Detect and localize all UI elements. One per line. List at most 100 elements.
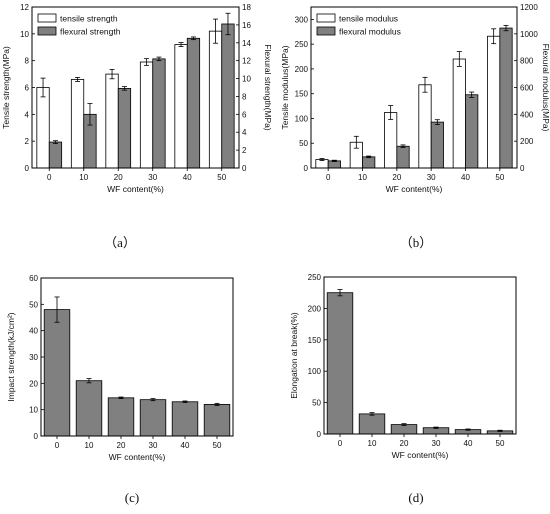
ytick-right-label-a-10: 10 xyxy=(242,75,251,84)
ytick-label-d-250: 250 xyxy=(308,273,322,282)
xtick-label-d-40: 40 xyxy=(464,439,473,448)
ytick-label-b-50: 50 xyxy=(299,139,308,148)
ylabel-a: Tensile strength(MPa) xyxy=(1,46,11,129)
ytick-label-b-200: 200 xyxy=(295,65,309,74)
xlabel-c: WF content(%) xyxy=(109,452,166,462)
xlabel-d: WF content(%) xyxy=(392,450,449,460)
ytick-right-label-a-18: 18 xyxy=(242,3,251,12)
bar-b-s0-40 xyxy=(452,58,466,169)
ytick-label-c-60: 60 xyxy=(29,274,38,283)
ytick-right-label-a-16: 16 xyxy=(242,21,251,30)
ytick-label-a-8: 8 xyxy=(25,57,30,66)
xtick-label-a-30: 30 xyxy=(148,173,157,182)
bar-a-s0-10 xyxy=(70,79,85,169)
xtick-label-b-40: 40 xyxy=(461,173,470,182)
ytick-label-d-150: 150 xyxy=(308,336,322,345)
plot-frame-d xyxy=(323,276,517,435)
panel-label-b: （b） xyxy=(400,235,433,250)
ytick-label-c-40: 40 xyxy=(29,327,38,336)
bar-b-s1-50 xyxy=(499,27,513,169)
xtick-label-b-50: 50 xyxy=(495,173,504,182)
bar-d-s0-10 xyxy=(358,413,386,435)
ytick-label-c-50: 50 xyxy=(29,300,38,309)
bar-a-s0-0 xyxy=(36,87,50,169)
bar-b-s1-10 xyxy=(362,156,376,169)
xlabel-b: WF content(%) xyxy=(386,184,443,194)
xtick-label-d-10: 10 xyxy=(368,439,377,448)
ylabel-right-b: Flexural modulus(MPa) xyxy=(541,44,550,132)
bar-b-s0-50 xyxy=(487,35,501,169)
ytick-label-c-10: 10 xyxy=(29,406,38,415)
xtick-label-c-40: 40 xyxy=(181,441,190,450)
ytick-right-label-a-2: 2 xyxy=(242,146,247,155)
ytick-right-label-b-800: 800 xyxy=(520,57,534,66)
ytick-label-a-6: 6 xyxy=(25,84,30,93)
bar-a-s0-50 xyxy=(208,30,223,169)
bar-a-s1-0 xyxy=(48,141,63,169)
xtick-label-d-20: 20 xyxy=(400,439,409,448)
xtick-label-a-50: 50 xyxy=(217,173,226,182)
legend-swatch-b-1 xyxy=(316,26,336,36)
bar-b-s1-40 xyxy=(465,94,479,169)
legend-swatch-a-0 xyxy=(37,13,57,23)
ytick-right-label-a-4: 4 xyxy=(242,128,247,137)
ytick-label-c-20: 20 xyxy=(29,379,38,388)
ylabel-c: Impact strength(kJ/cm²) xyxy=(6,312,16,401)
xtick-label-a-10: 10 xyxy=(79,173,88,182)
bar-a-s0-20 xyxy=(105,73,119,169)
xtick-label-c-30: 30 xyxy=(149,441,158,450)
bar-b-s0-30 xyxy=(418,84,432,169)
panel-label-a: （a） xyxy=(104,235,136,250)
bar-a-s1-50 xyxy=(221,23,235,169)
legend-label-a-1: flexural strength xyxy=(60,27,121,37)
bar-b-s1-20 xyxy=(396,145,410,169)
legend-label-b-0: tensile modulus xyxy=(339,14,398,24)
bar-c-s0-20 xyxy=(107,397,135,437)
legend-swatch-b-0 xyxy=(316,13,336,23)
ytick-label-b-250: 250 xyxy=(295,40,309,49)
ylabel-b: Tensile modulus(MPa) xyxy=(280,45,290,129)
ytick-right-label-b-1000: 1000 xyxy=(520,30,538,39)
legend-swatch-a-1 xyxy=(37,26,57,36)
ytick-right-label-b-1200: 1200 xyxy=(520,3,538,12)
bar-d-s0-0 xyxy=(326,292,354,435)
bar-a-s1-20 xyxy=(117,87,132,169)
xtick-label-d-50: 50 xyxy=(496,439,505,448)
ytick-label-b-0: 0 xyxy=(304,164,309,173)
ytick-right-label-a-14: 14 xyxy=(242,39,251,48)
ytick-label-c-30: 30 xyxy=(29,353,38,362)
xtick-label-b-30: 30 xyxy=(427,173,436,182)
ytick-label-c-0: 0 xyxy=(34,432,39,441)
ytick-label-d-200: 200 xyxy=(308,304,322,313)
xtick-label-d-30: 30 xyxy=(432,439,441,448)
bar-b-s1-30 xyxy=(430,121,444,169)
panel-label-c: (c) xyxy=(125,490,139,505)
ytick-label-d-50: 50 xyxy=(312,399,321,408)
ytick-label-b-300: 300 xyxy=(295,15,309,24)
bar-b-s0-20 xyxy=(384,112,398,169)
xtick-label-b-0: 0 xyxy=(326,173,331,182)
bar-a-s0-30 xyxy=(139,61,154,169)
xtick-label-d-0: 0 xyxy=(338,439,343,448)
xtick-label-a-40: 40 xyxy=(183,173,192,182)
ylabel-right-a: Flexural strength(MPa) xyxy=(263,44,273,131)
ylabel-d: Elongation at break(%) xyxy=(289,312,299,399)
xlabel-a: WF content(%) xyxy=(107,184,164,194)
xtick-label-c-20: 20 xyxy=(117,441,126,450)
xtick-label-c-10: 10 xyxy=(85,441,94,450)
legend-label-a-0: tensile strength xyxy=(60,14,118,24)
xtick-label-b-20: 20 xyxy=(392,173,401,182)
xtick-label-c-0: 0 xyxy=(55,441,60,450)
bar-c-s0-0 xyxy=(43,309,71,437)
bar-c-s0-30 xyxy=(139,399,167,437)
ytick-label-a-0: 0 xyxy=(25,164,30,173)
xtick-label-a-20: 20 xyxy=(114,173,123,182)
ytick-right-label-a-0: 0 xyxy=(242,164,247,173)
ytick-right-label-b-200: 200 xyxy=(520,137,534,146)
ytick-right-label-b-400: 400 xyxy=(520,110,534,119)
legend-label-b-1: flexural modulus xyxy=(339,27,401,37)
bar-c-s0-40 xyxy=(171,401,199,437)
ytick-right-label-a-6: 6 xyxy=(242,110,247,119)
xtick-label-b-10: 10 xyxy=(358,173,367,182)
